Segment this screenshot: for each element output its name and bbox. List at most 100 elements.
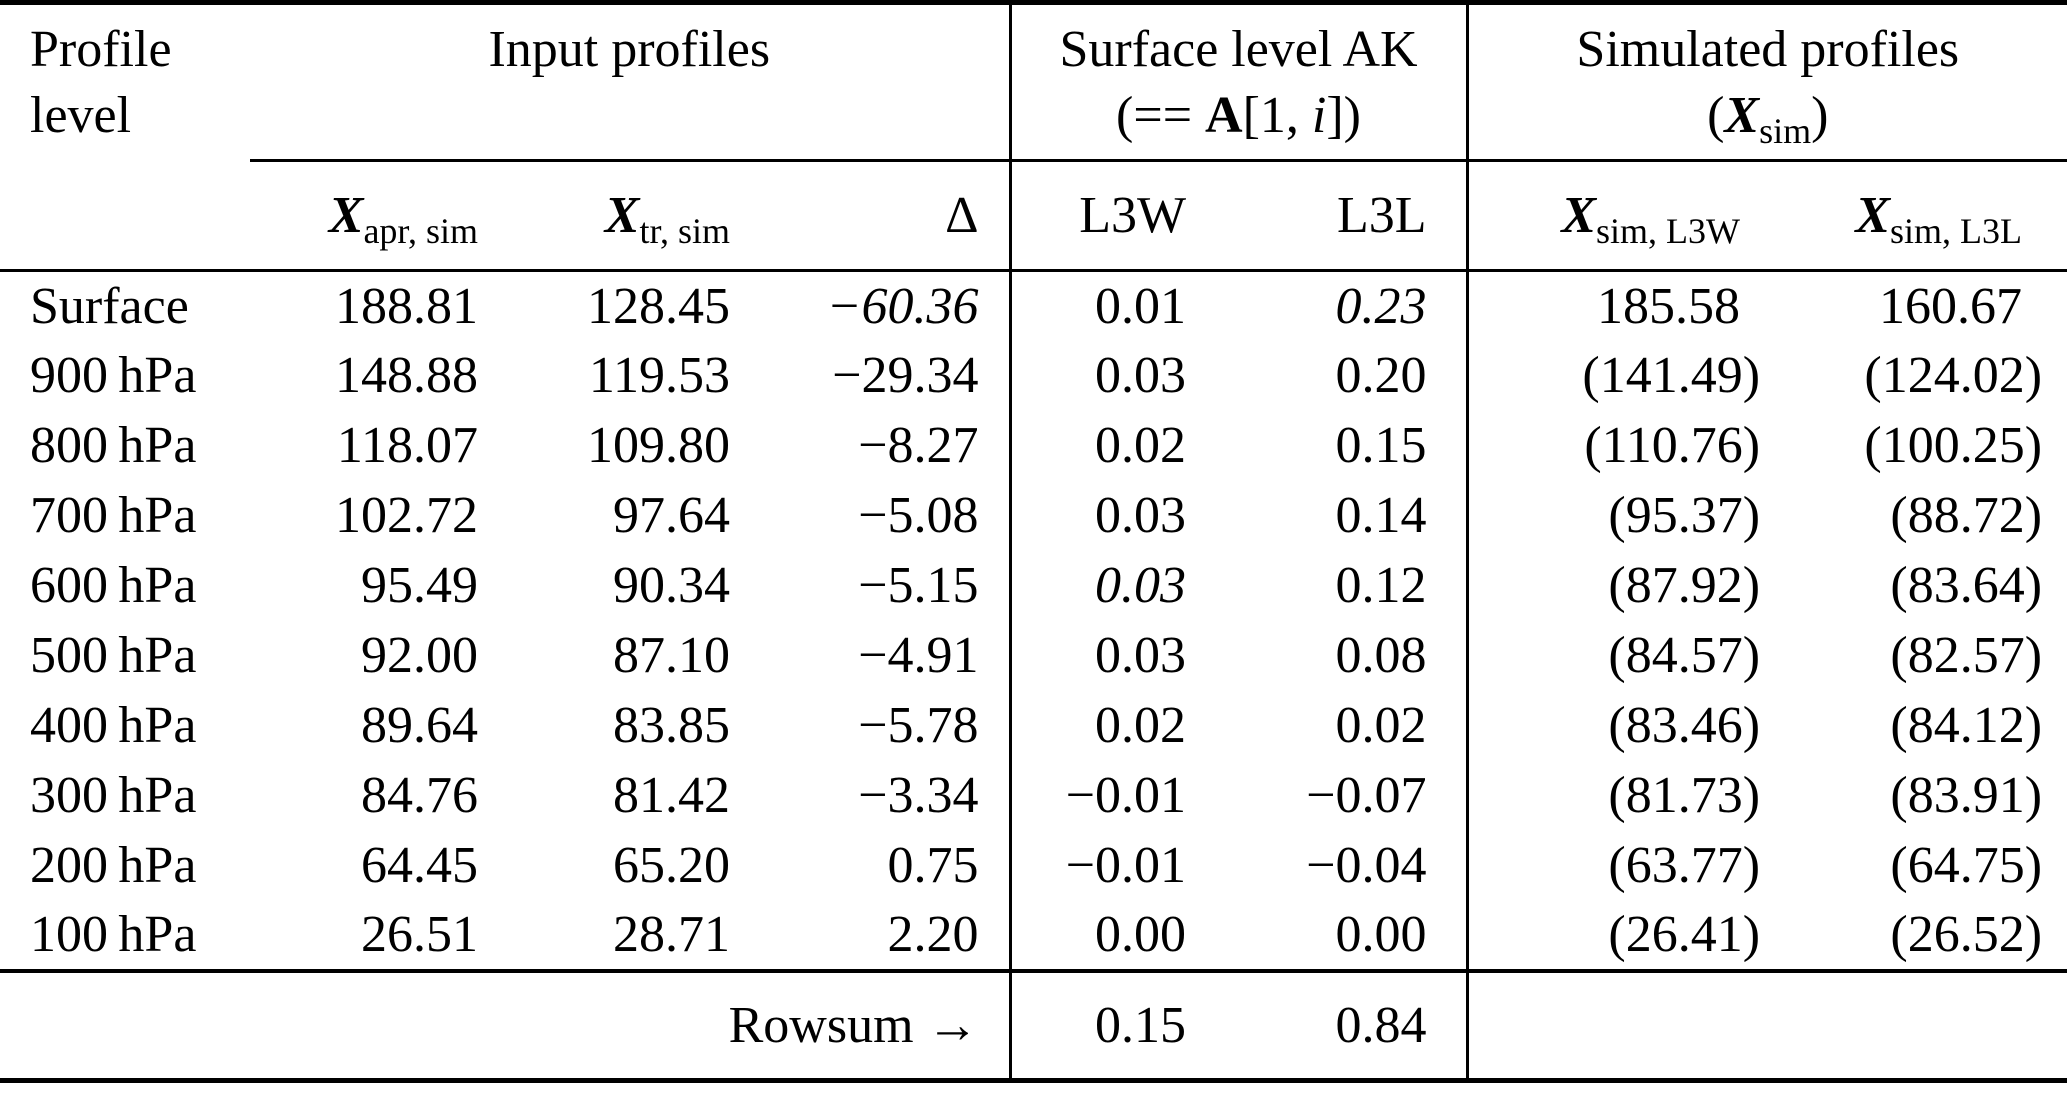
cell-l3w: 0.02 (1008, 410, 1211, 481)
cell-x_tr: 90.34 (613, 557, 730, 614)
table-footer: Rowsum → 0.15 0.84 (0, 968, 2067, 1081)
table-row: 100 hPa 26.51 28.71 2.20 0.00 0.00 (26.41) (26.… (0, 900, 2067, 971)
cell-sim_l3w: (110.76) (1465, 410, 1791, 481)
cell-x_apr: 64.45 (361, 837, 478, 894)
matrix-A-symbol: A (1205, 87, 1243, 144)
cell-sim_l3w: (84.57) (1465, 620, 1791, 691)
cell-sim_l3l: (83.91) (1890, 767, 2043, 824)
table-row: 700 hPa 102.72 97.64 −5.08 0.03 0.14 (95.37) (8… (0, 480, 2067, 551)
cell-delta: −29.34 (832, 347, 979, 404)
table-row: 500 hPa 92.00 87.10 −4.91 0.03 0.08 (84.57) (82… (0, 620, 2067, 691)
cell-l3l: −0.07 (1306, 767, 1427, 824)
cell-delta: −8.27 (858, 417, 979, 474)
cell-level: Surface (30, 277, 189, 335)
table-row: 300 hPa 84.76 81.42 −3.34 −0.01 −0.07 (81.73) (… (0, 760, 2067, 831)
cell-x_apr: 26.51 (361, 906, 478, 963)
cell-x_apr: 95.49 (361, 557, 478, 614)
input-profiles-header: Input profiles (250, 2, 1011, 162)
cell-x_tr: 28.71 (613, 906, 730, 963)
profile-level-line1: Profile (30, 21, 172, 78)
rowsum-l3l-value: 0.84 (1210, 968, 1468, 1081)
cell-sim_l3w: (141.49) (1465, 340, 1791, 411)
cell-l3w: −0.01 (1008, 760, 1211, 831)
cell-level: 300 hPa (30, 767, 197, 824)
cell-sim_l3l: (26.52) (1890, 906, 2043, 963)
cell-sim_l3w: (26.41) (1465, 900, 1791, 971)
cell-sim_l3w: 185.58 (1465, 270, 1791, 341)
cell-sim_l3l: (88.72) (1890, 487, 2043, 544)
rowsum-empty-level-cell (0, 968, 250, 1081)
rowsum-empty-sim-cell (1465, 968, 2067, 1081)
cell-sim_l3l: (100.25) (1864, 417, 2043, 474)
surface-ak-line1: Surface level AK (1059, 21, 1418, 78)
cell-l3w: 0.00 (1008, 900, 1211, 971)
cell-sim_l3l: (64.75) (1890, 837, 2043, 894)
cell-l3l: 0.23 (1335, 277, 1427, 335)
cell-delta: 2.20 (887, 906, 979, 963)
cell-x_tr: 128.45 (587, 277, 730, 335)
cell-delta: −5.15 (858, 557, 979, 614)
profile-level-header: Profile level (0, 2, 250, 272)
cell-x_apr: 102.72 (335, 487, 478, 544)
cell-level: 700 hPa (30, 487, 197, 544)
cell-delta: −60.36 (826, 277, 979, 335)
cell-level: 200 hPa (30, 837, 197, 894)
cell-l3l: 0.14 (1335, 487, 1427, 544)
cell-x_apr: 148.88 (335, 347, 478, 404)
cell-level: 600 hPa (30, 557, 197, 614)
table-body: Surface 188.81 128.45 −60.36 0.01 0.23 185.58 1… (0, 270, 2067, 971)
cell-l3w: −0.01 (1008, 830, 1211, 901)
cell-level: 100 hPa (30, 906, 197, 963)
cell-sim_l3w: (95.37) (1465, 480, 1791, 551)
cell-l3l: 0.08 (1335, 627, 1427, 684)
table-row: 800 hPa 118.07 109.80 −8.27 0.02 0.15 (110.76)… (0, 410, 2067, 481)
cell-sim_l3w: (83.46) (1465, 690, 1791, 761)
cell-l3w: 0.03 (1008, 480, 1211, 551)
cell-l3w: 0.03 (1008, 620, 1211, 691)
column-header-x-sim-l3w: Xsim, L3W (1465, 160, 1791, 272)
column-header-x-sim-l3l: Xsim, L3L (1790, 160, 2067, 272)
cell-x_apr: 92.00 (361, 627, 478, 684)
cell-sim_l3l: (82.57) (1890, 627, 2043, 684)
cell-x_apr: 89.64 (361, 697, 478, 754)
cell-x_tr: 119.53 (588, 347, 730, 404)
cell-x_tr: 65.20 (613, 837, 730, 894)
cell-sim_l3l: (124.02) (1864, 347, 2043, 404)
cell-x_apr: 118.07 (336, 417, 478, 474)
table-header: Profile level Input profiles Surface lev… (0, 2, 2067, 272)
table-row: 600 hPa 95.49 90.34 −5.15 0.03 0.12 (87.92) (83… (0, 550, 2067, 621)
rowsum-l3w-value: 0.15 (1008, 968, 1211, 1081)
cell-l3l: 0.00 (1335, 906, 1427, 963)
cell-delta: −5.78 (858, 697, 979, 754)
cell-delta: 0.75 (887, 837, 979, 894)
cell-delta: −5.08 (858, 487, 979, 544)
simulated-profiles-line2: (Xsim) (1707, 87, 1829, 151)
cell-sim_l3w: (87.92) (1465, 550, 1791, 621)
cell-level: 900 hPa (30, 347, 197, 404)
rowsum-label: Rowsum → (250, 968, 1011, 1081)
cell-x_tr: 81.42 (613, 767, 730, 824)
cell-level: 800 hPa (30, 417, 197, 474)
cell-x_tr: 109.80 (587, 417, 730, 474)
simulated-profiles-header: Simulated profiles (Xsim) (1465, 2, 2067, 162)
cell-x_tr: 87.10 (613, 627, 730, 684)
surface-level-ak-header: Surface level AK (== A[1, i]) (1008, 2, 1468, 162)
simulated-profiles-line1: Simulated profiles (1576, 21, 1960, 78)
cell-l3l: 0.12 (1335, 557, 1427, 614)
column-header-x-tr-sim: Xtr, sim (480, 160, 732, 272)
cell-l3l: 0.02 (1335, 697, 1427, 754)
cell-sim_l3w: (81.73) (1465, 760, 1791, 831)
column-header-l3l: L3L (1210, 160, 1468, 272)
cell-x_apr: 188.81 (335, 277, 478, 335)
column-header-l3w: L3W (1008, 160, 1211, 272)
cell-l3w: 0.03 (1008, 550, 1211, 621)
table-row: Surface 188.81 128.45 −60.36 0.01 0.23 185.58 1… (0, 270, 2067, 341)
cell-delta: −3.34 (858, 767, 979, 824)
column-header-row: Xapr, sim Xtr, sim Δ L3W L3L Xsim, L3W X… (0, 160, 2067, 272)
cell-l3l: 0.20 (1335, 347, 1427, 404)
cell-x_tr: 97.64 (613, 487, 730, 544)
cell-x_tr: 83.85 (613, 697, 730, 754)
table-row: 400 hPa 89.64 83.85 −5.78 0.02 0.02 (83.46) (84… (0, 690, 2067, 761)
